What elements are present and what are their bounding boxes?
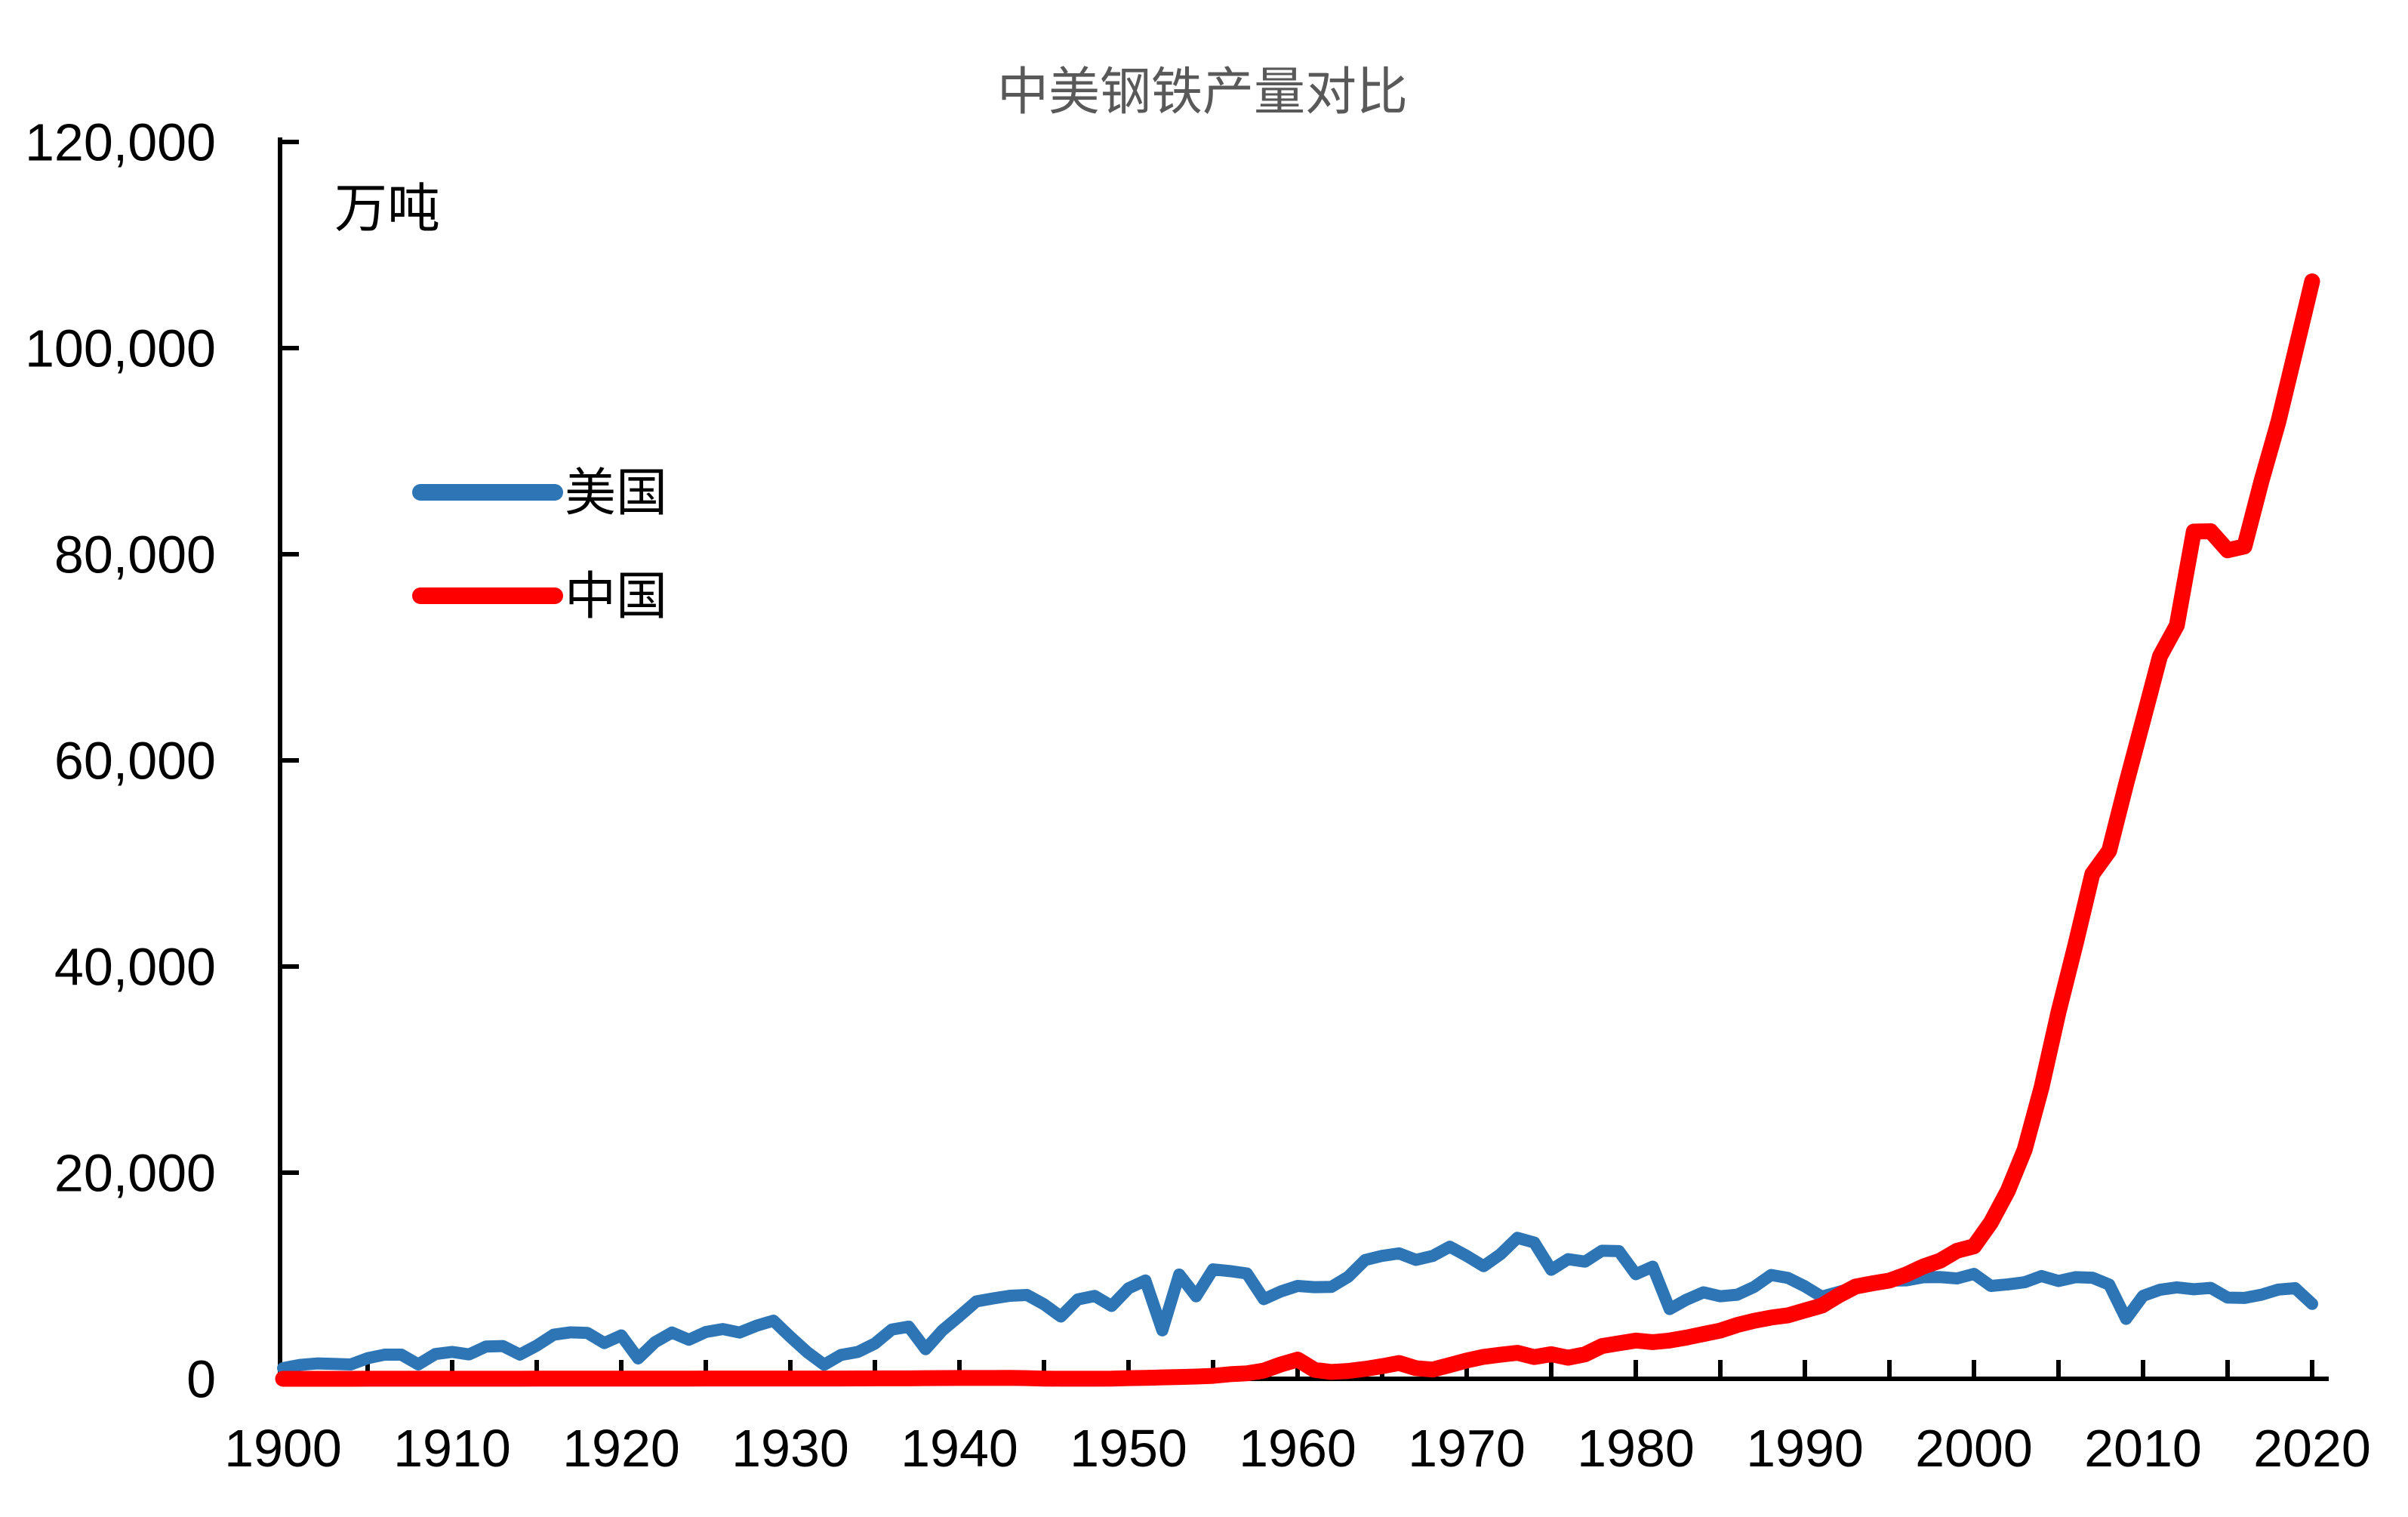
y-axis-tick-label: 40,000 xyxy=(54,938,216,997)
x-axis-tick-label: 2000 xyxy=(1915,1419,2033,1478)
y-axis-tick-label: 0 xyxy=(186,1350,216,1409)
x-axis-tick-label: 1950 xyxy=(1070,1419,1187,1478)
y-axis-tick-label: 60,000 xyxy=(54,732,216,791)
x-axis-tick-label: 1910 xyxy=(393,1419,511,1478)
legend: 美国 中国 xyxy=(412,464,667,625)
x-axis-tick-label: 1980 xyxy=(1577,1419,1695,1478)
chart-title: 中美钢铁产量对比 xyxy=(997,63,1408,121)
x-axis-tick-label: 1970 xyxy=(1408,1419,1526,1478)
x-axis-tick-label: 2020 xyxy=(2253,1419,2371,1478)
y-axis-tick-label: 100,000 xyxy=(25,319,216,378)
y-axis-tick-label: 80,000 xyxy=(54,526,216,584)
x-axis-tick-label: 1930 xyxy=(731,1419,849,1478)
x-axis-tick-label: 1960 xyxy=(1239,1419,1356,1478)
x-axis-tick-label: 2010 xyxy=(2084,1419,2202,1478)
y-axis-tick-label: 120,000 xyxy=(25,113,216,172)
y-axis-unit-label: 万吨 xyxy=(334,180,440,239)
legend-label-china: 中国 xyxy=(565,568,667,625)
legend-label-us: 美国 xyxy=(565,464,667,522)
y-axis-tick-label: 20,000 xyxy=(54,1144,216,1203)
series-line-china xyxy=(275,273,2320,1387)
x-axis-tick-label: 1940 xyxy=(901,1419,1018,1478)
x-axis-tick-label: 1900 xyxy=(224,1419,342,1478)
series-line-us xyxy=(277,1232,2318,1374)
axes: 0 20,000 40,000 60,000 80,000 100,000 120,000 1… xyxy=(25,113,2371,1478)
x-axis-tick-label: 1990 xyxy=(1746,1419,1864,1478)
x-axis-tick-label: 1920 xyxy=(562,1419,680,1478)
series-lines xyxy=(275,273,2320,1387)
